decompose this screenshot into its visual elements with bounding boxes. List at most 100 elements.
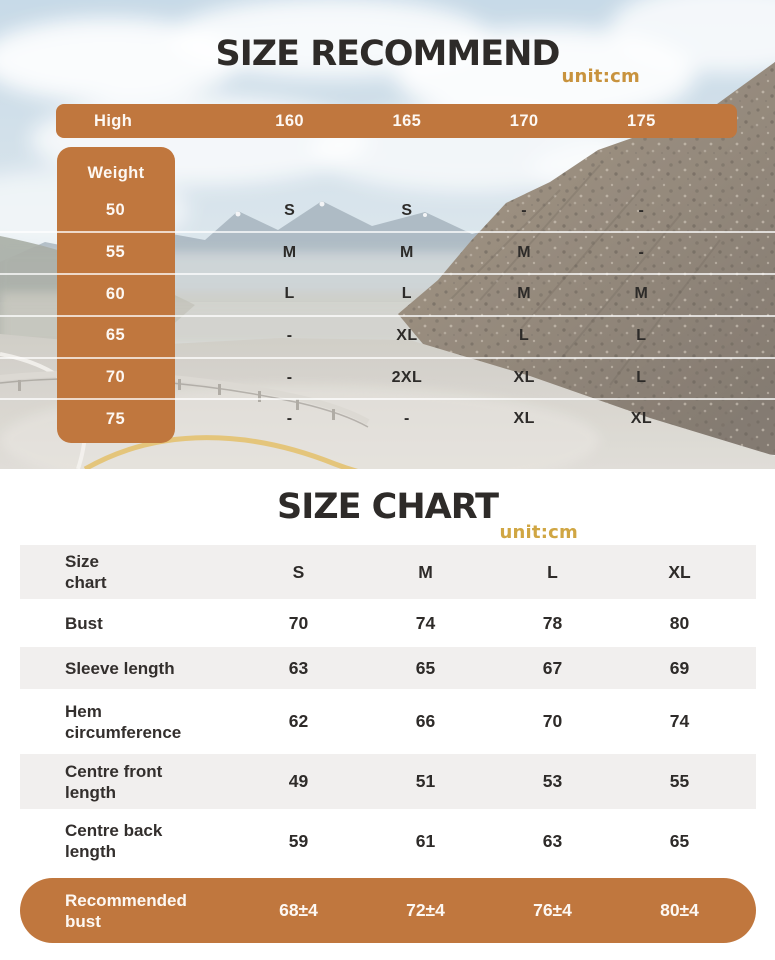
row-divider [0, 315, 775, 317]
measure-cell: 69 [669, 657, 690, 678]
measure-cell: 62 [288, 711, 309, 731]
size-col-m: M [418, 561, 433, 582]
measure-cell: 74 [415, 612, 436, 633]
measure-cell: 51 [415, 771, 436, 791]
weight-column-panel: Weight [57, 147, 175, 443]
size-recommend-section: SIZE RECOMMEND unit:cm High 160 165 170 … [0, 0, 775, 469]
size-cell: L [636, 326, 647, 344]
row-label: Hem circumference [65, 701, 182, 742]
right-mountain [398, 62, 775, 455]
size-chart-title-row: SIZE CHART unit:cm [0, 487, 775, 543]
size-chart-table: Size chart S M L XL Bust 70 74 78 80 Sle… [20, 545, 756, 943]
measure-cell: 63 [288, 657, 309, 678]
height-header-label: High [94, 111, 133, 130]
size-recommend-unit-label: unit:cm [561, 66, 640, 87]
row-label: Centre front length [65, 761, 163, 802]
measure-cell: 65 [669, 830, 690, 851]
size-cell: M [400, 243, 414, 261]
size-cell: - [286, 326, 293, 344]
size-cell: - [286, 410, 293, 428]
size-cell: M [282, 243, 297, 261]
measure-cell: 68±4 [279, 900, 318, 920]
table-row-centre-back-length: Centre back length 59 61 63 65 [20, 809, 756, 873]
measure-cell: 72±4 [406, 900, 445, 920]
measure-cell: 59 [288, 830, 309, 851]
size-cell: - [521, 201, 527, 219]
measure-cell: 74 [669, 711, 690, 731]
size-cell: - [404, 410, 410, 428]
size-cell: L [284, 285, 295, 303]
measure-cell: 63 [542, 830, 563, 851]
size-cell: M [517, 243, 531, 261]
table-row-bust: Bust 70 74 78 80 [20, 599, 756, 647]
weight-value: 50 [105, 201, 126, 220]
size-cell: - [638, 243, 645, 261]
measure-cell: 76±4 [533, 900, 572, 920]
measure-cell: 49 [288, 771, 309, 791]
weight-value: 60 [105, 284, 126, 303]
weight-value: 55 [105, 243, 126, 262]
size-cell: M [517, 285, 531, 303]
measure-cell: 70 [542, 711, 563, 731]
row-divider [0, 357, 775, 359]
height-col-165: 165 [392, 111, 422, 130]
measure-cell: 80 [669, 612, 690, 633]
size-cell: M [634, 285, 649, 303]
row-label: Recommended bust [65, 890, 187, 931]
size-col-xl: XL [668, 561, 691, 582]
row-label: Bust [65, 613, 103, 633]
height-col-175: 175 [627, 111, 656, 130]
size-cell: L [636, 368, 647, 386]
size-cell: - [638, 201, 645, 219]
weight-value: 75 [105, 409, 126, 428]
size-cell: - [286, 368, 293, 386]
size-col-l: L [547, 561, 558, 582]
table-row-weight-65: 65 - XL L L [56, 315, 700, 357]
size-chart-unit-label: unit:cm [499, 522, 578, 543]
size-cell: L [519, 326, 530, 344]
size-cell: XL [513, 410, 535, 428]
measure-cell: 67 [542, 657, 563, 678]
table-row-weight-75: 75 - - XL XL [56, 398, 700, 440]
size-cell: S [284, 201, 296, 219]
weight-value: 65 [105, 326, 126, 345]
measure-cell: 53 [542, 771, 563, 791]
measure-cell: 65 [415, 657, 436, 678]
table-row-weight-50: 50 S S - - [56, 190, 700, 232]
size-cell: 2XL [391, 368, 423, 386]
height-col-170: 170 [509, 111, 539, 130]
row-label: Sleeve length [65, 658, 175, 678]
measure-cell: 80±4 [660, 900, 699, 920]
table-row-sleeve-length: Sleeve length 63 65 67 69 [20, 647, 756, 689]
row-divider [0, 231, 775, 233]
table-row-centre-front-length: Centre front length 49 51 53 55 [20, 754, 756, 809]
weight-column-label: Weight [87, 164, 145, 182]
measure-cell: 55 [669, 771, 690, 791]
table-row-weight-70: 70 - 2XL XL L [56, 357, 700, 399]
size-chart-title: SIZE CHART [276, 487, 499, 527]
size-chart-header-label: Size chart [65, 552, 107, 592]
size-recommend-title: SIZE RECOMMEND [215, 34, 561, 74]
size-cell: L [401, 285, 412, 303]
measure-cell: 66 [415, 711, 436, 731]
size-recommend-title-row: SIZE RECOMMEND unit:cm [0, 34, 775, 87]
size-cell: XL [630, 410, 652, 428]
measure-cell: 70 [288, 612, 309, 633]
row-divider [0, 273, 775, 275]
height-col-160: 160 [275, 111, 304, 130]
weight-value: 70 [105, 368, 126, 387]
table-row-hem-circumference: Hem circumference 62 66 70 74 [20, 689, 756, 754]
size-recommend-rows: 50 S S - - 55 M M M - 60 L L M M 65 [56, 190, 737, 440]
size-cell: XL [396, 326, 418, 344]
row-label: Centre back length [65, 821, 163, 861]
row-divider [0, 398, 775, 400]
measure-cell: 61 [415, 830, 436, 851]
table-row-recommended-bust: Recommended bust 68±4 72±4 76±4 80±4 [20, 878, 756, 943]
table-row-weight-60: 60 L L M M [56, 273, 700, 315]
table-row-weight-55: 55 M M M - [56, 232, 700, 274]
size-chart-section: SIZE CHART unit:cm Size chart S M L XL B… [0, 469, 775, 960]
size-col-s: S [292, 561, 305, 582]
measure-cell: 78 [542, 612, 563, 633]
height-header-bar: High 160 165 170 175 [56, 104, 737, 138]
